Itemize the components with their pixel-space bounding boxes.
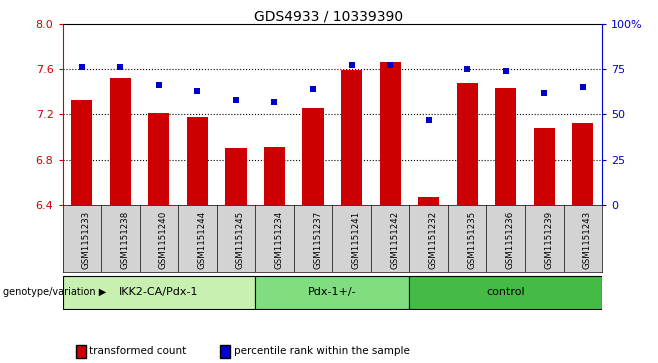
Bar	[495, 88, 517, 205]
Bar	[418, 197, 440, 205]
Text: GSM1151232: GSM1151232	[428, 211, 438, 269]
Text: IKK2-CA/Pdx-1: IKK2-CA/Pdx-1	[119, 287, 199, 297]
Bar	[71, 99, 92, 205]
Text: GSM1151239: GSM1151239	[544, 211, 553, 269]
Text: GSM1151234: GSM1151234	[274, 211, 284, 269]
Text: GSM1151236: GSM1151236	[506, 211, 515, 269]
Bar	[148, 113, 170, 205]
Text: genotype/variation ▶: genotype/variation ▶	[3, 287, 107, 297]
Text: Pdx-1+/-: Pdx-1+/-	[308, 287, 357, 297]
Text: GSM1151244: GSM1151244	[197, 211, 207, 269]
Text: GSM1151243: GSM1151243	[583, 211, 592, 269]
Text: GDS4933 / 10339390: GDS4933 / 10339390	[255, 9, 403, 23]
Bar	[187, 117, 208, 205]
Text: GSM1151238: GSM1151238	[120, 211, 130, 269]
Bar	[380, 62, 401, 205]
Text: percentile rank within the sample: percentile rank within the sample	[234, 346, 409, 356]
Text: GSM1151240: GSM1151240	[159, 211, 168, 269]
Bar	[264, 147, 285, 205]
FancyBboxPatch shape	[409, 276, 602, 309]
Bar	[534, 128, 555, 205]
Bar	[303, 107, 324, 205]
Bar	[457, 82, 478, 205]
Bar	[110, 78, 131, 205]
FancyBboxPatch shape	[255, 276, 409, 309]
Text: control: control	[486, 287, 525, 297]
Text: transformed count: transformed count	[89, 346, 186, 356]
Text: GSM1151241: GSM1151241	[351, 211, 361, 269]
Text: GSM1151237: GSM1151237	[313, 211, 322, 269]
Bar	[341, 70, 362, 205]
Text: GSM1151245: GSM1151245	[236, 211, 245, 269]
Bar	[225, 148, 247, 205]
Bar	[572, 123, 594, 205]
Text: GSM1151235: GSM1151235	[467, 211, 476, 269]
Text: GSM1151233: GSM1151233	[82, 211, 91, 269]
Text: GSM1151242: GSM1151242	[390, 211, 399, 269]
FancyBboxPatch shape	[63, 276, 255, 309]
